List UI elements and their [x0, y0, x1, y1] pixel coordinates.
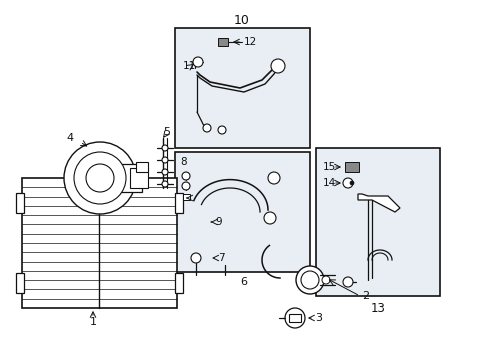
Circle shape [64, 142, 136, 214]
Circle shape [342, 178, 352, 188]
Circle shape [264, 212, 275, 224]
Text: 7: 7 [218, 253, 224, 263]
Bar [136, 162, 148, 172]
Circle shape [74, 152, 126, 204]
Bar [130, 168, 148, 188]
Bar [175, 273, 183, 293]
Circle shape [349, 181, 353, 185]
Circle shape [162, 157, 168, 163]
Bar [90, 164, 142, 192]
Text: 15: 15 [323, 162, 336, 172]
Bar [288, 314, 301, 322]
Text: 5: 5 [163, 127, 170, 137]
Circle shape [267, 172, 280, 184]
Circle shape [162, 145, 168, 151]
Bar [16, 273, 24, 293]
Text: 9: 9 [215, 217, 221, 227]
Bar [183, 194, 190, 200]
Circle shape [301, 271, 318, 289]
Text: 10: 10 [234, 14, 249, 27]
Circle shape [342, 277, 352, 287]
Bar [175, 193, 183, 213]
Bar [218, 38, 227, 46]
Text: 8: 8 [180, 157, 186, 167]
Text: 1: 1 [89, 317, 96, 327]
Circle shape [285, 308, 305, 328]
Text: 13: 13 [370, 302, 385, 315]
Bar [315, 148, 439, 296]
Text: 11: 11 [183, 61, 196, 71]
Circle shape [162, 169, 168, 175]
Circle shape [203, 124, 210, 132]
Circle shape [270, 59, 285, 73]
Circle shape [321, 276, 329, 284]
Circle shape [191, 253, 201, 263]
Circle shape [295, 266, 324, 294]
Text: 3: 3 [314, 313, 321, 323]
Circle shape [182, 172, 190, 180]
Bar [16, 193, 24, 213]
Text: 14: 14 [323, 178, 336, 188]
Text: 12: 12 [244, 37, 257, 47]
Circle shape [162, 181, 168, 187]
Circle shape [86, 164, 114, 192]
Circle shape [193, 57, 203, 67]
Text: 4: 4 [66, 133, 73, 143]
Polygon shape [357, 194, 399, 212]
Bar [22, 178, 177, 308]
Bar [175, 152, 309, 272]
Bar [345, 162, 358, 172]
Circle shape [182, 182, 190, 190]
Circle shape [218, 126, 225, 134]
Text: 6: 6 [240, 277, 247, 287]
Bar [175, 28, 309, 148]
Text: 2: 2 [361, 291, 368, 301]
